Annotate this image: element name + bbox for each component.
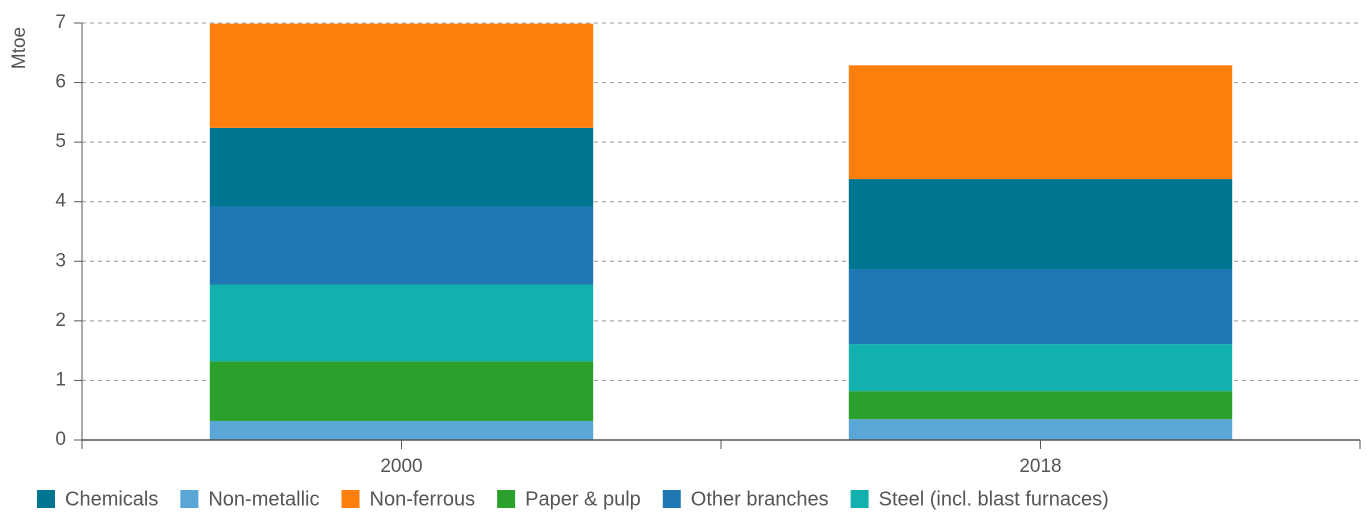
legend-swatch	[341, 490, 360, 508]
legend-label: Non-metallic	[208, 488, 319, 510]
y-axis-label: Mtoe	[9, 27, 30, 69]
bar-segment	[209, 23, 594, 128]
legend-label: Paper & pulp	[525, 488, 641, 510]
y-tick-label: 4	[55, 191, 66, 212]
bar-segment	[209, 361, 594, 421]
legend-swatch	[497, 490, 516, 508]
y-tick-label: 5	[55, 131, 66, 152]
y-tick-label: 1	[55, 369, 66, 390]
bar-segment	[848, 65, 1233, 180]
legend-label: Other branches	[691, 488, 829, 510]
x-tick-label: 2000	[380, 456, 422, 477]
bar-segment	[848, 344, 1233, 392]
legend-swatch	[37, 490, 55, 508]
bar-segment	[209, 420, 594, 440]
y-tick-label: 3	[55, 250, 66, 271]
legend-label: Chemicals	[65, 488, 158, 510]
y-tick-label: 0	[55, 429, 66, 450]
legend-swatch	[850, 490, 869, 508]
bar-segment	[209, 127, 594, 207]
bar-segment	[848, 269, 1233, 345]
legend-label: Steel (incl. blast furnaces)	[879, 488, 1109, 510]
bar-segment	[209, 284, 594, 362]
bar-segment	[209, 206, 594, 285]
y-tick-label: 6	[55, 72, 66, 93]
bar-segment	[848, 419, 1233, 440]
bar-segment	[848, 391, 1233, 420]
legend-swatch	[180, 490, 199, 508]
legend-label: Non-ferrous	[370, 488, 476, 510]
x-tick-label: 2018	[1019, 456, 1061, 477]
y-tick-label: 7	[55, 12, 66, 33]
bar-segment	[848, 179, 1233, 270]
legend-swatch	[662, 490, 681, 508]
y-tick-label: 2	[55, 310, 66, 331]
